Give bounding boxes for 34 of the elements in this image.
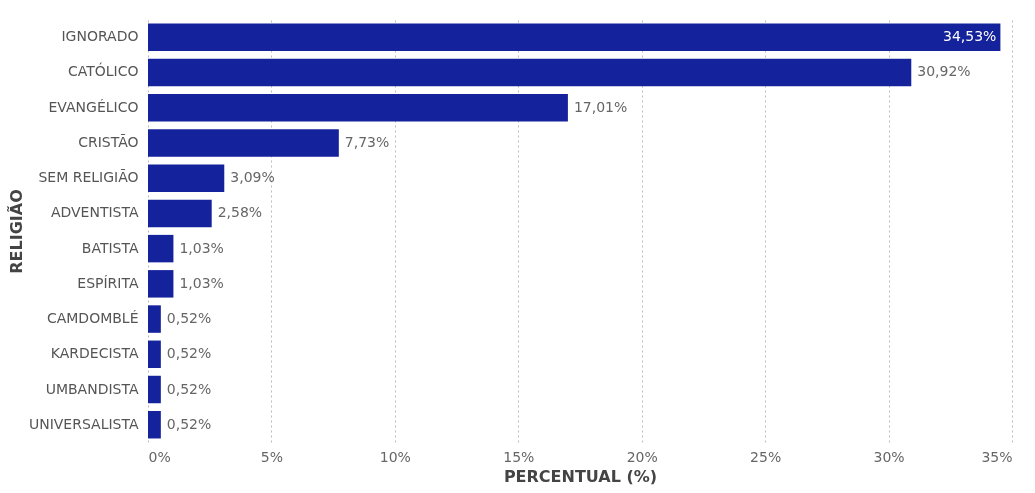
y-axis-title: RELIGIÃO	[6, 189, 26, 274]
data-label: 0,52%	[166, 310, 212, 327]
y-tick-label: CRISTÃO	[78, 133, 139, 150]
x-tick-label: 30%	[873, 448, 905, 465]
y-tick-label: ESPÍRITA	[77, 274, 139, 291]
y-tick-label: KARDECISTA	[50, 345, 139, 362]
x-tick-label: 5%	[260, 448, 284, 465]
x-tick-label: 15%	[503, 448, 535, 465]
data-label: 30,92%	[917, 63, 971, 80]
y-tick-label: CATÓLICO	[67, 62, 139, 80]
y-tick-label: UMBANDISTA	[45, 380, 139, 397]
data-label: 0,52%	[166, 415, 212, 432]
y-tick-label: BATISTA	[81, 239, 139, 256]
y-tick-label: EVANGÉLICO	[48, 98, 139, 115]
data-label: 0,52%	[166, 380, 212, 397]
y-tick-label: CAMDOMBLÉ	[46, 310, 139, 327]
data-label: 2,58%	[217, 204, 263, 221]
x-axis-title: PERCENTUAL (%)	[503, 466, 658, 486]
y-tick-label: SEM RELIGIÃO	[38, 169, 139, 186]
data-label: 1,03%	[179, 274, 224, 291]
data-label: 7,73%	[344, 133, 390, 150]
y-tick-label: IGNORADO	[61, 28, 139, 45]
data-label: 1,03%	[179, 239, 224, 256]
x-tick-label: 10%	[379, 448, 411, 465]
data-label: 34,53%	[943, 28, 997, 45]
x-tick-label: 0%	[148, 448, 171, 465]
x-tick-label: 25%	[750, 448, 782, 465]
y-tick-label: UNIVERSALISTA	[28, 415, 139, 432]
y-tick-label: ADVENTISTA	[50, 204, 139, 221]
x-tick-label: 35%	[981, 448, 1013, 465]
x-tick-label: 20%	[626, 448, 658, 465]
data-label: 17,01%	[573, 98, 628, 115]
data-label: 3,09%	[230, 169, 275, 186]
data-label: 0,52%	[166, 345, 212, 362]
